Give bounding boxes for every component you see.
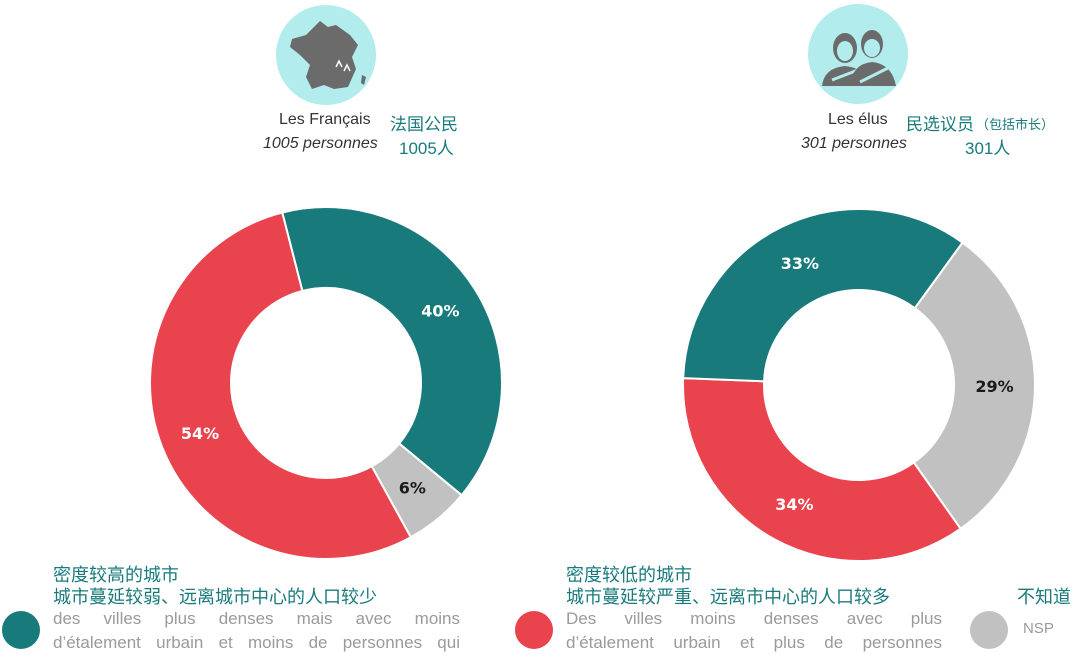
legend-less-dense-swatch xyxy=(515,611,553,649)
legend-nsp-swatch xyxy=(970,611,1008,649)
right-title-cn-note: （包括市长） xyxy=(976,117,1055,132)
chart-1-label-less_dense: 34% xyxy=(775,495,813,514)
legend-nsp-cn1: 不知道 xyxy=(1017,587,1071,607)
chart-0-slice-less_dense xyxy=(149,211,413,560)
left-title-cn: 法国公民 xyxy=(390,115,458,134)
chart-0-label-less_dense: 54% xyxy=(181,424,219,443)
right-count-cn: 301人 xyxy=(965,139,1011,158)
chart-1-label-nsp: 29% xyxy=(975,377,1013,396)
chart-1-label-dense: 33% xyxy=(781,254,819,273)
chart-0-label-dense: 40% xyxy=(421,301,459,320)
legend-less-dense-fr1: Des villes moins denses avec plus xyxy=(566,609,942,628)
right-title-fr: Les élus xyxy=(828,111,888,128)
legend-nsp-fr1: NSP xyxy=(1023,620,1054,637)
france-map-icon xyxy=(276,5,376,105)
right-title-cn: 民选议员 xyxy=(906,115,974,134)
legend-dense-cn2: 城市蔓延较弱、远离城市中心的人口较少 xyxy=(53,587,377,607)
right-count-fr: 301 personnes xyxy=(801,135,907,152)
elected-officials-icon xyxy=(808,4,908,104)
legend-less-dense-cn2: 城市蔓延较严重、远离市中心的人口较多 xyxy=(566,587,890,607)
legend-less-dense-cn1: 密度较低的城市 xyxy=(566,565,692,585)
left-title-fr: Les Français xyxy=(279,111,371,128)
chart-1-slice-nsp xyxy=(912,241,1036,531)
left-count-fr: 1005 personnes xyxy=(263,135,378,152)
legend-dense-cn1: 密度较高的城市 xyxy=(53,565,179,585)
chart-0-slice-dense xyxy=(281,206,503,497)
chart-0-label-nsp: 6% xyxy=(399,478,426,497)
legend-dense-fr2: d’étalement urbain et moins de personnes… xyxy=(53,633,460,652)
left-count-cn: 1005人 xyxy=(399,139,454,158)
chart-1-slice-dense xyxy=(682,208,964,383)
legend-dense-swatch xyxy=(2,611,40,649)
legend-less-dense-fr2: d’étalement urbain et plus de personnes xyxy=(566,633,942,652)
legend-dense-fr1: des villes plus denses mais avec moins xyxy=(53,609,460,628)
chart-1-slice-less_dense xyxy=(682,377,962,562)
